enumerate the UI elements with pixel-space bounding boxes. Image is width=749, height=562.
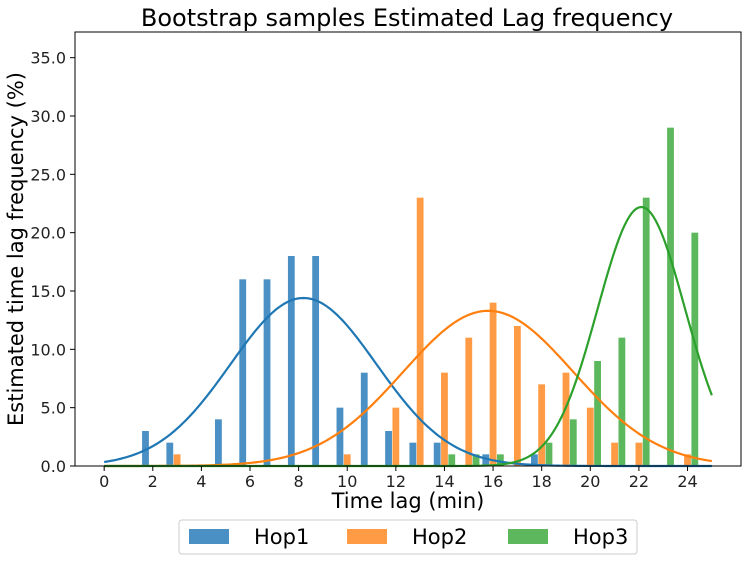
bar-hop1 <box>263 279 271 466</box>
bar-hop2 <box>416 197 424 466</box>
x-tick-label: 20 <box>580 472 600 491</box>
bar-hop1 <box>433 442 441 466</box>
x-tick-label: 2 <box>148 472 158 491</box>
bar-hop2 <box>684 454 691 466</box>
bar-hop1 <box>336 407 344 466</box>
bar-hop1 <box>215 419 222 466</box>
bar-hop2 <box>392 407 400 466</box>
bar-hop3 <box>472 454 480 466</box>
x-tick-label: 18 <box>532 472 552 491</box>
x-tick-label: 22 <box>629 472 649 491</box>
plot-area <box>104 127 713 468</box>
bar-hop3 <box>448 454 456 466</box>
x-tick-label: 14 <box>434 472 454 491</box>
legend-label-hop2: Hop2 <box>412 525 467 549</box>
x-tick-label: 8 <box>294 472 304 491</box>
bar-hop2 <box>611 442 619 466</box>
chart-title: Bootstrap samples Estimated Lag frequenc… <box>141 4 673 32</box>
bar-hop3 <box>594 361 601 466</box>
bar-hop3 <box>496 454 504 466</box>
y-tick-label: 0.0 <box>41 457 66 476</box>
y-tick-label: 5.0 <box>41 399 66 418</box>
y-tick-label: 10.0 <box>30 340 66 359</box>
bar-hop2 <box>586 407 594 466</box>
x-tick-label: 16 <box>483 472 503 491</box>
legend-swatch-hop1 <box>189 529 229 544</box>
y-tick-label: 20.0 <box>30 224 66 243</box>
legend: Hop1 Hop2 Hop3 <box>178 519 638 555</box>
bar-hop1 <box>166 442 174 466</box>
bar-hop3 <box>618 337 626 466</box>
bar-hop1 <box>312 256 320 466</box>
bar-hop3 <box>642 197 650 466</box>
bar-hop2 <box>538 384 546 466</box>
y-tick-label: 30.0 <box>30 107 66 126</box>
x-tick-label: 0 <box>99 472 109 491</box>
bar-hop1 <box>239 279 247 466</box>
y-tick-label: 15.0 <box>30 282 66 301</box>
x-tick-label: 4 <box>196 472 206 491</box>
x-tick-label: 12 <box>386 472 406 491</box>
bar-hop3 <box>569 419 577 466</box>
bar-hop3 <box>667 127 674 467</box>
bar-hop1 <box>482 454 490 466</box>
bar-hop2 <box>343 454 351 466</box>
x-tick-label: 10 <box>337 472 357 491</box>
y-tick-label: 25.0 <box>30 165 66 184</box>
bar-hop1 <box>530 454 538 466</box>
bar-hop2 <box>465 337 473 466</box>
x-tick-label: 24 <box>677 472 697 491</box>
bar-hop1 <box>360 372 368 466</box>
y-tick-label: 35.0 <box>30 49 66 68</box>
bar-hop2 <box>562 372 570 466</box>
bar-hop2 <box>441 372 448 466</box>
x-tick-label: 6 <box>245 472 255 491</box>
legend-swatch-hop3 <box>508 529 548 544</box>
legend-swatch-hop2 <box>347 529 387 544</box>
bar-hop2 <box>173 454 181 466</box>
bar-hop1 <box>287 256 295 466</box>
legend-label-hop3: Hop3 <box>573 525 628 549</box>
y-axis-title: Estimated time lag frequency (%) <box>4 72 28 426</box>
bar-hop1 <box>142 431 149 466</box>
bar-hop3 <box>545 442 553 466</box>
plot-frame <box>74 31 742 467</box>
bar-hop3 <box>691 232 699 466</box>
bar-hop2 <box>489 302 497 466</box>
bar-hop1 <box>409 442 417 466</box>
x-axis-title: Time lag (min) <box>331 489 485 513</box>
bar-hop2 <box>513 326 521 466</box>
bar-hop1 <box>385 431 392 466</box>
legend-frame <box>178 519 638 555</box>
legend-label-hop1: Hop1 <box>254 525 309 549</box>
bar-hop2 <box>635 442 643 466</box>
